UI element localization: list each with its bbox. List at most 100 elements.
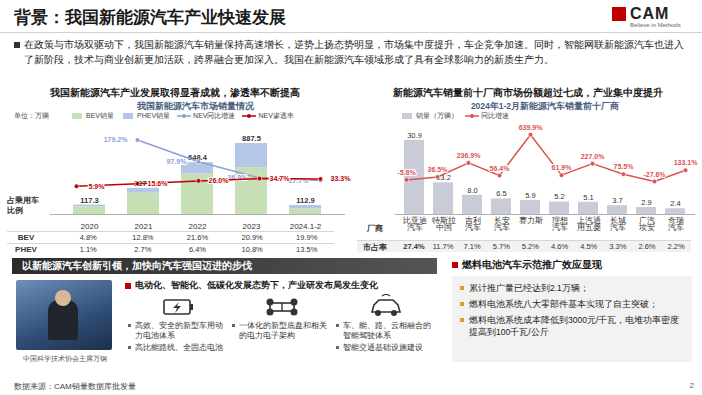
html-text:销量（万辆）: 销量（万辆） xyxy=(416,112,458,119)
html-text:电动化、智能化、低碳化发展态势下，产业研发布局发生变化: 电动化、智能化、低碳化发展态势下，产业研发布局发生变化 xyxy=(135,280,378,290)
svg-text:上汽通用五菱: 上汽通用五菱 xyxy=(577,216,601,233)
svg-text:长安汽车: 长安汽车 xyxy=(494,216,510,233)
svg-text:2.9: 2.9 xyxy=(641,198,651,207)
html-text:13.5%: 13.5% xyxy=(296,245,318,254)
html-text:1.1%: 1.1% xyxy=(79,245,97,254)
html-text:20.9%: 20.9% xyxy=(241,233,263,242)
svg-text:5.2: 5.2 xyxy=(554,192,564,201)
html-text:6.4%: 6.4% xyxy=(188,245,206,254)
svg-text:75.5%: 75.5% xyxy=(614,163,635,170)
svg-text:639.9%: 639.9% xyxy=(519,124,544,131)
html-text:27.4%: 27.4% xyxy=(403,242,425,251)
html-text:一体化的新型底盘和相关的电力电子架构: 一体化的新型底盘和相关的电力电子架构 xyxy=(239,321,327,340)
svg-text:112.9: 112.9 xyxy=(296,196,314,205)
html-text:PHEV: PHEV xyxy=(15,245,37,254)
svg-text:34.7%: 34.7% xyxy=(270,175,291,182)
html-text:智能交通基础设施建设: 智能交通基础设施建设 xyxy=(343,343,423,352)
html-text:12.8%: 12.8% xyxy=(132,233,154,242)
html-text:7.1%: 7.1% xyxy=(463,242,481,251)
svg-text:36.5%: 36.5% xyxy=(428,166,449,173)
svg-text:5.9: 5.9 xyxy=(525,191,535,200)
html-text:4.5%: 4.5% xyxy=(580,242,598,251)
svg-text:比亚迪汽车: 比亚迪汽车 xyxy=(403,216,427,233)
html-text:厂商: 厂商 xyxy=(367,224,383,233)
html-text:BEV: BEV xyxy=(17,233,35,242)
svg-text:吉利汽车: 吉利汽车 xyxy=(465,216,481,233)
html-text:11.7%: 11.7% xyxy=(432,242,454,251)
html-text:4.8%: 4.8% xyxy=(79,233,97,242)
html-text:燃料电池系统八大零部件基本实现了自主突破；: 燃料电池系统八大零部件基本实现了自主突破； xyxy=(469,299,658,309)
svg-text:2021: 2021 xyxy=(135,222,153,231)
svg-text:3.7: 3.7 xyxy=(612,196,622,205)
html-text:车、能、路、云相融合的智能驾驶体系: 车、能、路、云相融合的智能驾驶体系 xyxy=(343,321,431,340)
svg-text:广汽埃安: 广汽埃安 xyxy=(638,216,655,233)
html-text:19.9%: 19.9% xyxy=(296,233,318,242)
svg-text:赛力斯: 赛力斯 xyxy=(519,216,543,225)
svg-text:648.4: 648.4 xyxy=(188,153,207,162)
svg-text:179.2%: 179.2% xyxy=(104,136,129,143)
svg-text:5.1: 5.1 xyxy=(583,193,593,202)
svg-text:33.3%: 33.3% xyxy=(331,175,352,182)
html-text:CAM: CAM xyxy=(630,5,670,22)
html-text:燃料电池汽车示范推广效应显现: 燃料电池汽车示范推广效应显现 xyxy=(462,259,602,270)
svg-text:117.3: 117.3 xyxy=(80,196,98,205)
svg-text:理想汽车: 理想汽车 xyxy=(552,216,568,233)
html-text:10.8%: 10.8% xyxy=(241,245,263,254)
html-text:5.7%: 5.7% xyxy=(492,242,510,251)
svg-text:奇瑞汽车: 奇瑞汽车 xyxy=(668,216,684,233)
svg-text:-5.8%: -5.8% xyxy=(397,169,416,176)
svg-text:2024.1-2: 2024.1-2 xyxy=(290,222,322,231)
svg-text:236.9%: 236.9% xyxy=(457,152,482,159)
html-text:2.6%: 2.6% xyxy=(638,242,656,251)
svg-text:36.9%: 36.9% xyxy=(227,174,248,182)
svg-text:8.0: 8.0 xyxy=(467,186,477,195)
html-text:NEV渗透率: NEV渗透率 xyxy=(258,112,294,119)
html-text:单位：万辆: 单位：万辆 xyxy=(14,112,49,119)
svg-text:长城汽车: 长城汽车 xyxy=(610,216,626,233)
svg-text:27.7%: 27.7% xyxy=(289,177,310,184)
svg-text:97.9%: 97.9% xyxy=(167,158,188,165)
svg-text:133.1%: 133.1% xyxy=(674,159,699,166)
html-text:高效、安全的新型车用动力电池体系: 高效、安全的新型车用动力电池体系 xyxy=(135,321,223,340)
html-text:新能源汽车销量前十厂商市场份额超过七成，产业集中度提升: 新能源汽车销量前十厂商市场份额超过七成，产业集中度提升 xyxy=(392,87,663,98)
html-text:BEV销量: BEV销量 xyxy=(86,112,114,119)
html-text:占乘用车比例: 占乘用车比例 xyxy=(7,196,39,215)
html-text:背景：我国新能源汽车产业快速发展: 背景：我国新能源汽车产业快速发展 xyxy=(14,8,286,27)
svg-text:13.2: 13.2 xyxy=(436,173,451,183)
html-text:5.2%: 5.2% xyxy=(521,242,539,251)
svg-text:2023: 2023 xyxy=(243,222,261,231)
html-text:3.3%: 3.3% xyxy=(609,242,627,251)
html-text:我国新能源汽车产业发展取得显著成就，渗透率不断提高: 我国新能源汽车产业发展取得显著成就，渗透率不断提高 xyxy=(50,87,300,98)
html-text:我国新能源汽车市场销量情况: 我国新能源汽车市场销量情况 xyxy=(136,101,254,111)
html-text:市占率: 市占率 xyxy=(363,243,387,252)
svg-text:56.4%: 56.4% xyxy=(490,165,511,172)
html-text:燃料电池系统成本降低到3000元/千瓦，电堆功率密度提高到1: 燃料电池系统成本降低到3000元/千瓦，电堆功率密度提高到100千瓦/公斤 xyxy=(469,315,680,337)
svg-text:26.0%: 26.0% xyxy=(209,177,230,184)
svg-text:6.5: 6.5 xyxy=(496,189,506,198)
html-text:2.7%: 2.7% xyxy=(134,245,152,254)
svg-text:61.9%: 61.9% xyxy=(552,164,573,171)
svg-text:2022: 2022 xyxy=(189,222,207,231)
html-text:高比能路线、全固态电池: 高比能路线、全固态电池 xyxy=(135,343,223,352)
svg-text:227.0%: 227.0% xyxy=(581,153,606,160)
svg-text:5.9%: 5.9% xyxy=(89,183,106,190)
svg-text:2020: 2020 xyxy=(81,222,99,231)
svg-text:887.5: 887.5 xyxy=(242,134,261,143)
svg-text:15.6%: 15.6% xyxy=(148,180,169,187)
html-text:中国科学技术协会主席万钢: 中国科学技术协会主席万钢 xyxy=(23,355,107,362)
html-text:PHEV销量: PHEV销量 xyxy=(137,112,171,119)
svg-text:特斯拉中国: 特斯拉中国 xyxy=(432,216,456,233)
html-text:2.2%: 2.2% xyxy=(667,242,685,251)
html-text:NEV同比增速: NEV同比增速 xyxy=(193,112,236,119)
html-text:2024年1-2月新能源汽车销量前十厂商: 2024年1-2月新能源汽车销量前十厂商 xyxy=(470,101,620,111)
html-text:在政策与市场双驱动下，我国新能源汽车销量保持高速增长，逆势上: 在政策与市场双驱动下，我国新能源汽车销量保持高速增长，逆势上扬态势明显，市场集中… xyxy=(24,39,684,65)
html-text:21.6%: 21.6% xyxy=(186,233,209,242)
svg-text:30.9: 30.9 xyxy=(407,131,422,140)
html-text:4.6%: 4.6% xyxy=(551,242,569,251)
html-text:以新能源汽车创新引领，加快向汽车强国迈进的步伐: 以新能源汽车创新引领，加快向汽车强国迈进的步伐 xyxy=(22,260,252,271)
html-text:数据来源：CAM销量数据库批发量: 数据来源：CAM销量数据库批发量 xyxy=(14,382,136,391)
html-text:累计推广量已经达到2.1万辆；: 累计推广量已经达到2.1万辆； xyxy=(469,283,589,293)
svg-text:2.4: 2.4 xyxy=(670,199,680,208)
html-text:同比增速: 同比增速 xyxy=(481,112,509,119)
svg-text:-27.6%: -27.6% xyxy=(643,171,666,178)
